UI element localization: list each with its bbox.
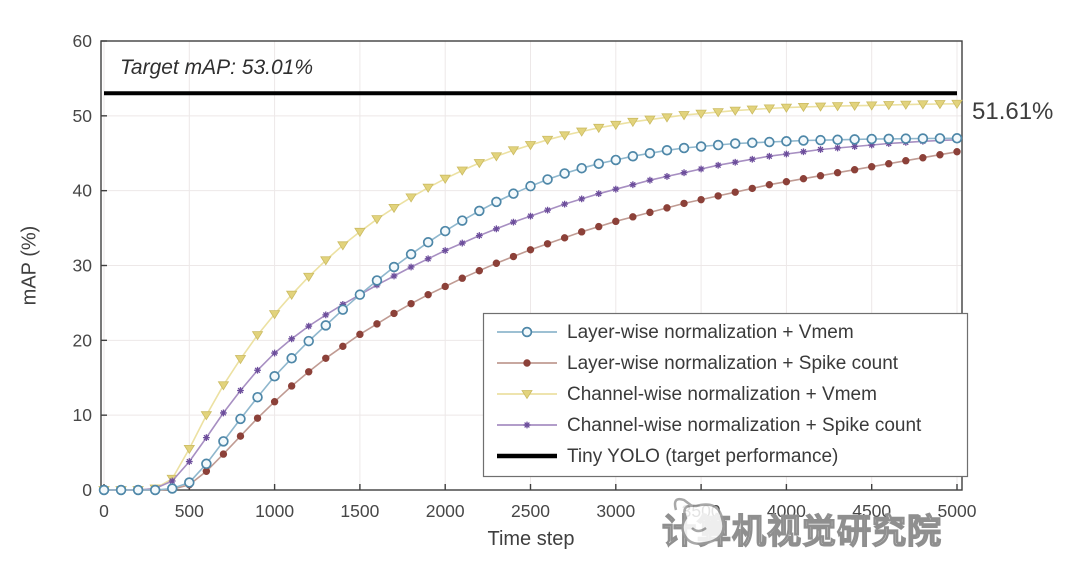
svg-text:3000: 3000 bbox=[596, 501, 635, 521]
svg-text:2500: 2500 bbox=[511, 501, 550, 521]
series-channel-wise-normalization-spike-count bbox=[100, 136, 961, 494]
svg-text:5000: 5000 bbox=[938, 501, 977, 521]
svg-text:60: 60 bbox=[73, 31, 93, 51]
svg-text:Tiny YOLO (target performance): Tiny YOLO (target performance) bbox=[567, 446, 838, 467]
legend: Layer-wise normalization + Vmem Layer-wis… bbox=[482, 312, 969, 478]
svg-text:50: 50 bbox=[73, 106, 93, 126]
svg-text:20: 20 bbox=[73, 330, 93, 350]
legend-entry: Layer-wise normalization + Spike count bbox=[497, 353, 899, 374]
svg-text:30: 30 bbox=[73, 256, 93, 276]
svg-text:40: 40 bbox=[73, 181, 93, 201]
x-tick-labels: 0 500 1000 1500 2000 2500 3000 3500 4000 4500 5000 bbox=[99, 501, 977, 521]
svg-text:4000: 4000 bbox=[767, 501, 806, 521]
svg-text:Channel-wise normalization + S: Channel-wise normalization + Spike count bbox=[567, 415, 922, 436]
svg-text:500: 500 bbox=[175, 501, 204, 521]
svg-text:0: 0 bbox=[82, 480, 92, 500]
y-axis-title: mAP (%) bbox=[18, 225, 41, 306]
x-axis-title: Time step bbox=[487, 528, 575, 550]
svg-text:Layer-wise normalization + Vme: Layer-wise normalization + Vmem bbox=[567, 322, 854, 343]
svg-text:0: 0 bbox=[99, 501, 109, 521]
legend-entry: Tiny YOLO (target performance) bbox=[497, 446, 838, 467]
svg-text:10: 10 bbox=[73, 405, 93, 425]
svg-text:2000: 2000 bbox=[426, 501, 465, 521]
svg-text:3500: 3500 bbox=[682, 501, 721, 521]
series-layer-wise-normalization-vmem bbox=[98, 133, 963, 496]
svg-text:Channel-wise normalization + V: Channel-wise normalization + Vmem bbox=[567, 384, 877, 405]
legend-entry: Channel-wise normalization + Vmem bbox=[497, 384, 877, 405]
svg-text:1500: 1500 bbox=[340, 501, 379, 521]
svg-text:Layer-wise normalization + Spi: Layer-wise normalization + Spike count bbox=[567, 353, 899, 374]
final-map-value-label: 51.61% bbox=[972, 98, 1054, 125]
y-tick-labels: 0 10 20 30 40 50 60 bbox=[73, 31, 93, 500]
legend-entry: Layer-wise normalization + Vmem bbox=[497, 322, 854, 343]
series-channel-wise-normalization-vmem bbox=[98, 99, 963, 496]
legend-entry: Channel-wise normalization + Spike count bbox=[497, 415, 922, 436]
target-map-annotation: Target mAP: 53.01% bbox=[120, 56, 313, 79]
svg-text:4500: 4500 bbox=[852, 501, 891, 521]
svg-text:1000: 1000 bbox=[255, 501, 294, 521]
